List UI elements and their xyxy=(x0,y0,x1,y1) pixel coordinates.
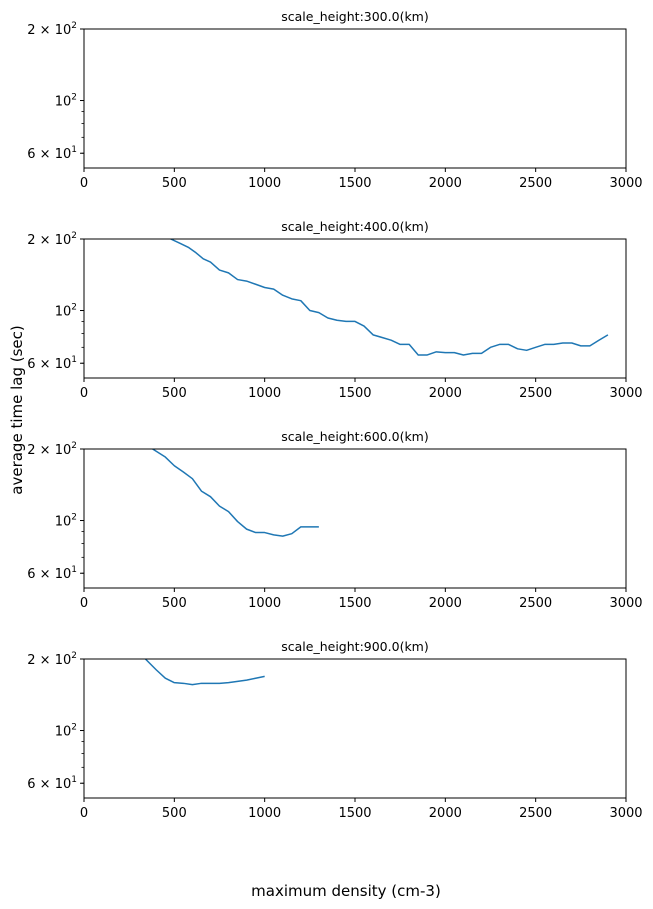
y-tick-label: 2 × 102 xyxy=(27,21,77,38)
y-tick-label: 6 × 101 xyxy=(27,145,77,162)
series-line xyxy=(170,239,609,356)
subplots: scale_height:300.0(km) 0 500 1000 1500 2000 25… xyxy=(27,9,642,821)
series-line xyxy=(144,659,265,686)
x-tick-label: 500 xyxy=(162,386,187,401)
y-tick-label: 6 × 101 xyxy=(27,355,77,372)
x-tick-label: 3000 xyxy=(609,806,642,821)
subplot-1: scale_height:300.0(km) 0 500 1000 1500 2000 25… xyxy=(27,9,642,191)
subplot-title: scale_height:400.0(km) xyxy=(281,219,428,234)
y-tick-label: 6 × 101 xyxy=(27,565,77,582)
x-tick-label: 3000 xyxy=(609,386,642,401)
x-tick-label: 2500 xyxy=(519,596,552,611)
y-tick-label: 2 × 102 xyxy=(27,441,77,458)
x-tick-label: 2500 xyxy=(519,806,552,821)
subplot-title: scale_height:900.0(km) xyxy=(281,639,428,654)
x-tick-label: 2000 xyxy=(429,806,462,821)
y-tick-label: 102 xyxy=(55,303,77,320)
x-tick-label: 1500 xyxy=(338,386,371,401)
x-tick-label: 0 xyxy=(80,386,88,401)
x-tick-label: 1500 xyxy=(338,596,371,611)
x-tick-label: 1000 xyxy=(248,176,281,191)
subplot-3: scale_height:600.0(km) 0 500 1000 1500 2000 25… xyxy=(27,429,642,611)
subplot-2: scale_height:400.0(km) 0 500 1000 1500 2000 25… xyxy=(27,219,642,401)
y-tick-label: 102 xyxy=(55,513,77,530)
x-tick-label: 3000 xyxy=(609,596,642,611)
x-tick-label: 0 xyxy=(80,176,88,191)
subplot-4: scale_height:900.0(km) 0 500 1000 1500 2000 25… xyxy=(27,639,642,821)
y-tick-label: 2 × 102 xyxy=(27,651,77,668)
x-tick-label: 2500 xyxy=(519,176,552,191)
y-tick-label: 2 × 102 xyxy=(27,231,77,248)
x-tick-label: 2000 xyxy=(429,176,462,191)
x-tick-label: 1000 xyxy=(248,806,281,821)
x-tick-label: 500 xyxy=(162,176,187,191)
series-line xyxy=(152,449,319,537)
y-tick-label: 6 × 101 xyxy=(27,775,77,792)
x-tick-label: 500 xyxy=(162,596,187,611)
y-tick-label: 102 xyxy=(55,723,77,740)
x-tick-label: 1500 xyxy=(338,806,371,821)
x-tick-label: 2500 xyxy=(519,386,552,401)
x-tick-label: 500 xyxy=(162,806,187,821)
x-axis-label: maximum density (cm-3) xyxy=(251,882,441,900)
x-tick-label: 1000 xyxy=(248,596,281,611)
y-axis-label: average time lag (sec) xyxy=(8,325,26,494)
x-tick-label: 2000 xyxy=(429,596,462,611)
x-tick-label: 0 xyxy=(80,806,88,821)
subplot-title: scale_height:600.0(km) xyxy=(281,429,428,444)
y-tick-label: 102 xyxy=(55,93,77,110)
x-tick-label: 3000 xyxy=(609,176,642,191)
x-tick-label: 1500 xyxy=(338,176,371,191)
x-tick-label: 2000 xyxy=(429,386,462,401)
subplot-title: scale_height:300.0(km) xyxy=(281,9,428,24)
x-tick-label: 1000 xyxy=(248,386,281,401)
x-tick-label: 0 xyxy=(80,596,88,611)
